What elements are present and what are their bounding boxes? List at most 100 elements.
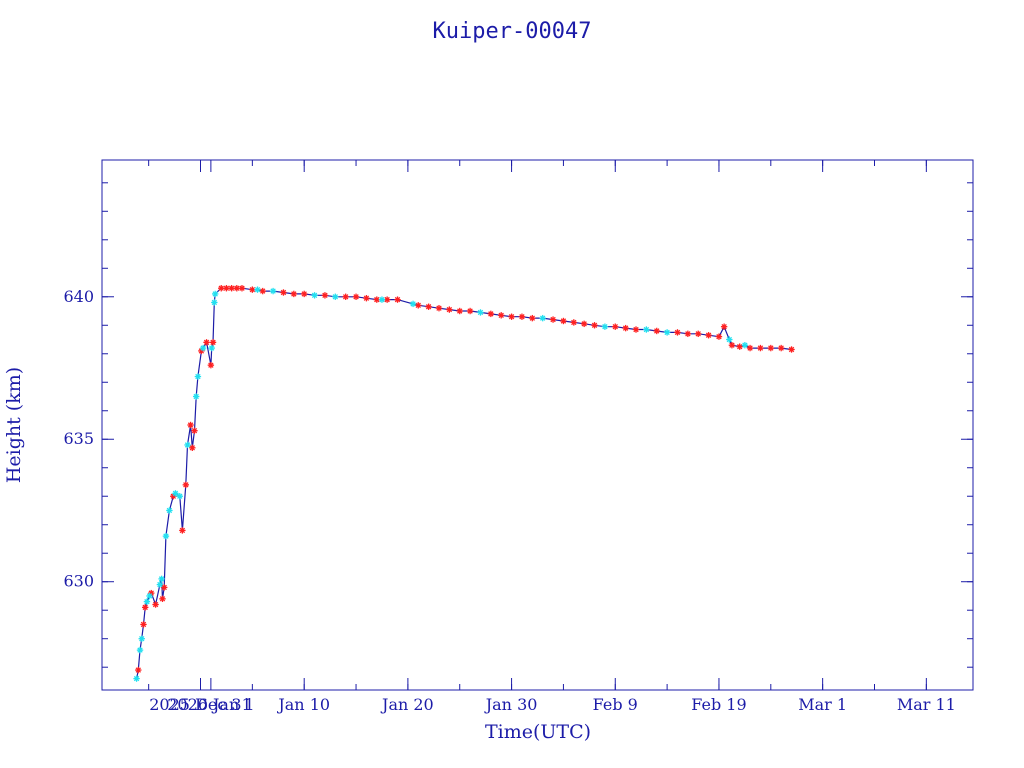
data-point-series-1 — [425, 303, 432, 310]
data-point-series-2 — [136, 646, 144, 654]
data-point-series-1 — [415, 302, 422, 309]
data-point-series-2 — [143, 598, 151, 605]
data-point-series-2 — [211, 299, 218, 306]
x-tick-label: Jan 10 — [276, 695, 330, 714]
data-point-series-1 — [135, 666, 142, 674]
data-point-series-2 — [172, 490, 179, 497]
data-point-series-2 — [332, 293, 339, 300]
data-point-series-2 — [194, 373, 202, 380]
data-point-series-1 — [209, 339, 217, 346]
data-point-series-1 — [456, 307, 463, 315]
data-point-series-1 — [632, 326, 640, 333]
data-point-series-2 — [409, 300, 417, 308]
data-point-series-1 — [695, 330, 702, 338]
data-point-series-1 — [591, 322, 598, 329]
data-point-series-1 — [653, 327, 660, 335]
data-point-series-1 — [280, 289, 287, 296]
data-point-series-1 — [767, 344, 775, 352]
data-point-series-2 — [158, 575, 165, 583]
data-point-series-2 — [311, 292, 318, 299]
data-point-series-1 — [684, 330, 692, 338]
data-point-series-1 — [300, 290, 308, 298]
data-point-series-2 — [138, 635, 145, 642]
x-axis-label: Time(UTC) — [485, 721, 591, 743]
data-point-series-2 — [269, 287, 277, 295]
data-point-series-1 — [466, 307, 474, 315]
data-point-series-1 — [394, 296, 401, 303]
x-tick-label: 2026 Jan 1 — [167, 695, 254, 714]
x-tick-label: Feb 9 — [593, 695, 638, 714]
data-point-series-1 — [560, 317, 567, 325]
data-point-series-2 — [133, 675, 140, 682]
x-tick-label: 2025 Dec 31 — [149, 695, 252, 714]
data-point-series-2 — [601, 323, 609, 330]
axis-ticks — [102, 160, 973, 690]
data-point-series-1 — [549, 316, 557, 323]
data-point-series-1 — [142, 604, 149, 611]
data-point-series-1 — [290, 290, 298, 298]
data-point-series-2 — [192, 393, 200, 400]
data-point-series-2 — [643, 326, 650, 333]
data-point-series-2 — [166, 507, 173, 514]
data-point-series-1 — [203, 339, 210, 346]
data-point-series-1 — [612, 323, 619, 330]
data-point-series-2 — [146, 592, 153, 600]
data-point-series-1 — [182, 481, 190, 489]
data-point-series-2 — [156, 581, 164, 588]
y-tick-label: 635 — [63, 429, 94, 448]
data-point-series-2 — [199, 344, 207, 352]
data-point-series-1 — [152, 601, 159, 608]
data-point-series-2 — [741, 342, 749, 349]
data-point-series-1 — [518, 313, 526, 320]
data-point-series-2 — [208, 344, 215, 352]
data-point-series-1 — [223, 285, 230, 292]
data-point-series-1 — [715, 333, 723, 340]
data-point-series-1 — [187, 421, 194, 429]
data-point-series-1 — [705, 332, 712, 339]
data-point-series-1 — [757, 344, 764, 352]
data-point-series-1 — [622, 324, 629, 332]
data-point-series-1 — [746, 344, 754, 352]
data-point-series-1 — [189, 444, 196, 451]
data-point-series-1 — [487, 310, 495, 318]
data-point-series-2 — [726, 336, 733, 343]
plot-frame — [101, 159, 974, 691]
data-point-series-1 — [498, 312, 505, 319]
y-tick-label: 640 — [63, 287, 94, 306]
data-point-series-1 — [321, 292, 329, 299]
data-point-series-1 — [728, 342, 736, 349]
data-point-series-1 — [508, 313, 515, 320]
data-point-series-2 — [162, 532, 170, 540]
data-point-series-1 — [674, 329, 681, 336]
data-point-series-1 — [570, 319, 577, 326]
y-tick-label: 630 — [63, 572, 94, 591]
data-point-series-2 — [211, 290, 219, 298]
data-point-series-1 — [159, 595, 166, 603]
x-tick-label: Jan 20 — [380, 695, 434, 714]
data-point-series-2 — [378, 296, 386, 303]
height-trace-line — [136, 287, 792, 679]
x-tick-label: Jan 30 — [484, 695, 538, 714]
x-tick-label: Feb 19 — [691, 695, 746, 714]
data-point-series-1 — [191, 427, 198, 434]
data-point-series-1 — [736, 343, 743, 350]
chart-title: Kuiper-00047 — [433, 19, 592, 44]
data-point-series-1 — [435, 304, 443, 312]
data-point-series-1 — [238, 285, 246, 292]
data-point-series-1 — [179, 527, 186, 534]
data-point-series-1 — [342, 293, 349, 300]
data-point-series-2 — [663, 329, 671, 336]
x-tick-label: Mar 11 — [897, 695, 956, 714]
data-point-series-1 — [720, 323, 728, 330]
data-point-series-1 — [363, 294, 370, 302]
data-point-series-1 — [580, 320, 588, 328]
data-point-series-2 — [176, 493, 183, 500]
data-point-series-1 — [529, 314, 536, 322]
y-axis-label: Height (km) — [3, 367, 25, 483]
data-point-series-1 — [788, 346, 795, 353]
data-point-series-1 — [352, 293, 360, 300]
data-point-series-1 — [161, 584, 168, 591]
